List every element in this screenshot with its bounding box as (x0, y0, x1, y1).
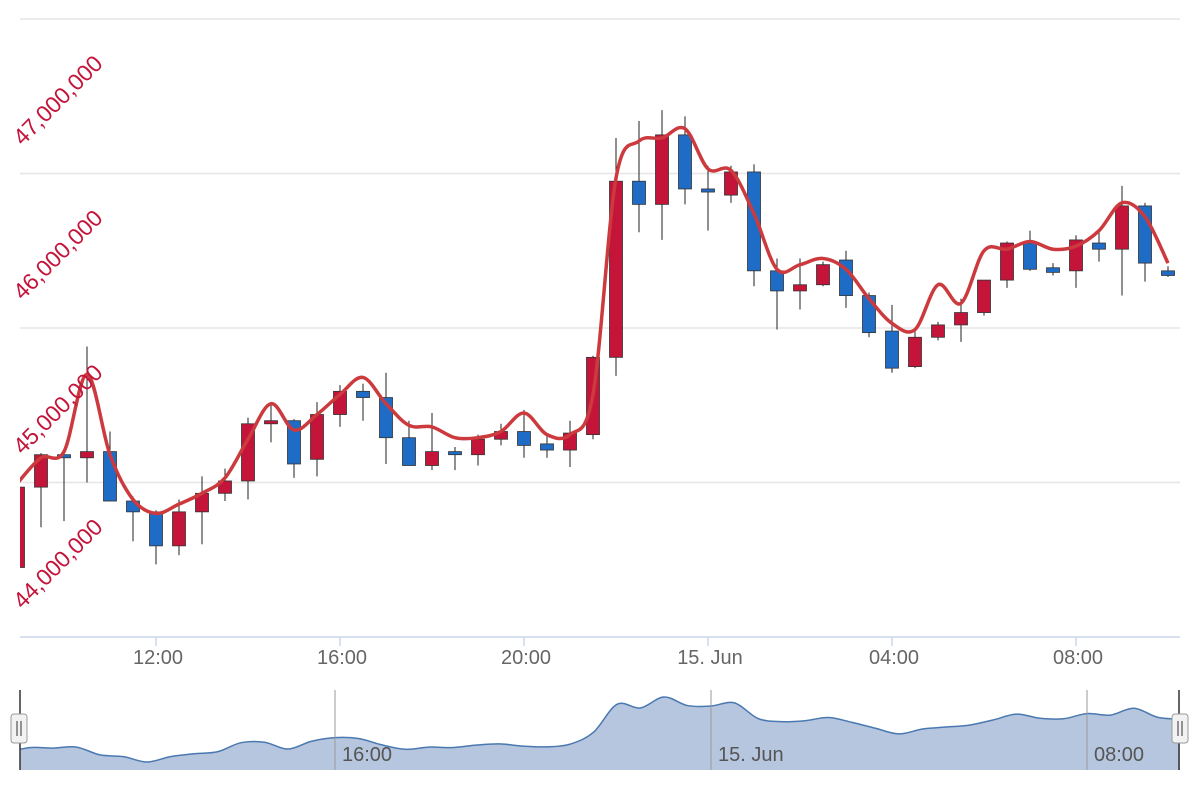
navigator-line (20, 696, 1180, 763)
x-axis: 12:00 16:00 20:00 15. Jun 04:00 08:00 (133, 637, 1103, 669)
candle (563, 420, 577, 468)
candle (80, 346, 94, 483)
candle (517, 409, 531, 458)
y-tick-label: 45,000,000 (8, 359, 108, 459)
candle (57, 451, 71, 522)
grid (20, 18, 1180, 484)
candle (149, 510, 163, 565)
candle (1023, 230, 1037, 271)
trend-line (20, 125, 1170, 516)
candle-body (448, 451, 462, 456)
x-tick-label: 15. Jun (677, 647, 743, 669)
x-tick-label: 12:00 (133, 647, 183, 669)
navigator-area (20, 696, 1180, 770)
candle (218, 468, 232, 502)
candle-body (885, 330, 899, 369)
x-tick-label: 16:00 (317, 647, 367, 669)
candle (655, 110, 669, 240)
candle-body (310, 414, 324, 460)
candle (701, 165, 715, 231)
candle (241, 417, 255, 500)
navigator-label: 08:00 (1094, 744, 1144, 766)
candle-body (816, 264, 830, 286)
candle (20, 486, 25, 568)
candle (747, 164, 761, 287)
candle (356, 383, 370, 421)
candle (195, 476, 209, 545)
x-tick-label: 04:00 (869, 647, 919, 669)
x-tick-label: 20:00 (501, 647, 551, 669)
candle (264, 403, 278, 443)
candle (678, 116, 692, 205)
handle-left[interactable] (10, 713, 28, 744)
navigator: 16:00 15. Jun 08:00 (10, 690, 1189, 770)
candle-body (908, 336, 922, 368)
candle-body (655, 134, 669, 205)
candle-body (701, 188, 715, 193)
candle-body (977, 279, 991, 313)
candle-body (172, 511, 186, 547)
candle (1092, 230, 1106, 262)
candle (402, 420, 416, 466)
candle (425, 412, 439, 471)
plot-area (20, 110, 1175, 568)
candle (540, 436, 554, 458)
candle-body (149, 511, 163, 547)
candle-body (540, 443, 554, 451)
candle (172, 499, 186, 556)
candle-body (356, 390, 370, 398)
candle-body (954, 312, 968, 326)
navigator-handle[interactable] (1171, 713, 1189, 744)
candle-body (80, 451, 94, 459)
candle-body (425, 451, 439, 466)
candle (793, 258, 807, 310)
candle-body (34, 454, 48, 488)
candle-body (1161, 270, 1175, 276)
handle-right[interactable] (1171, 713, 1189, 744)
candle (908, 331, 922, 369)
candle (931, 321, 945, 341)
navigator-handle[interactable] (10, 713, 28, 744)
candle-body (1046, 267, 1060, 273)
candle-body (20, 486, 25, 568)
candle-body (1023, 242, 1037, 270)
candle (954, 298, 968, 342)
candle (1046, 263, 1060, 276)
candle-body (402, 437, 416, 466)
candle-body (632, 180, 646, 205)
candle-body (1115, 205, 1129, 250)
candle (379, 372, 393, 464)
navigator-label: 16:00 (342, 744, 392, 766)
y-tick-label: 46,000,000 (8, 205, 108, 305)
candle-body (1000, 242, 1014, 281)
candle (34, 453, 48, 528)
candle (448, 446, 462, 471)
candle-body (931, 324, 945, 338)
y-tick-label: 47,000,000 (8, 50, 108, 150)
candle-body (747, 171, 761, 272)
candle (839, 250, 853, 308)
candle-body (1092, 242, 1106, 250)
navigator-label: 15. Jun (718, 744, 784, 766)
candle-body (678, 134, 692, 190)
x-tick-label: 08:00 (1053, 647, 1103, 669)
navigator-plot (20, 690, 1180, 770)
candle (885, 304, 899, 373)
candle-body (264, 420, 278, 425)
candle-body (471, 438, 485, 456)
candle (816, 261, 830, 287)
candle-body (517, 431, 531, 446)
candle (1161, 266, 1175, 278)
candle-body (218, 480, 232, 494)
candle-body (793, 284, 807, 292)
candle (977, 279, 991, 316)
